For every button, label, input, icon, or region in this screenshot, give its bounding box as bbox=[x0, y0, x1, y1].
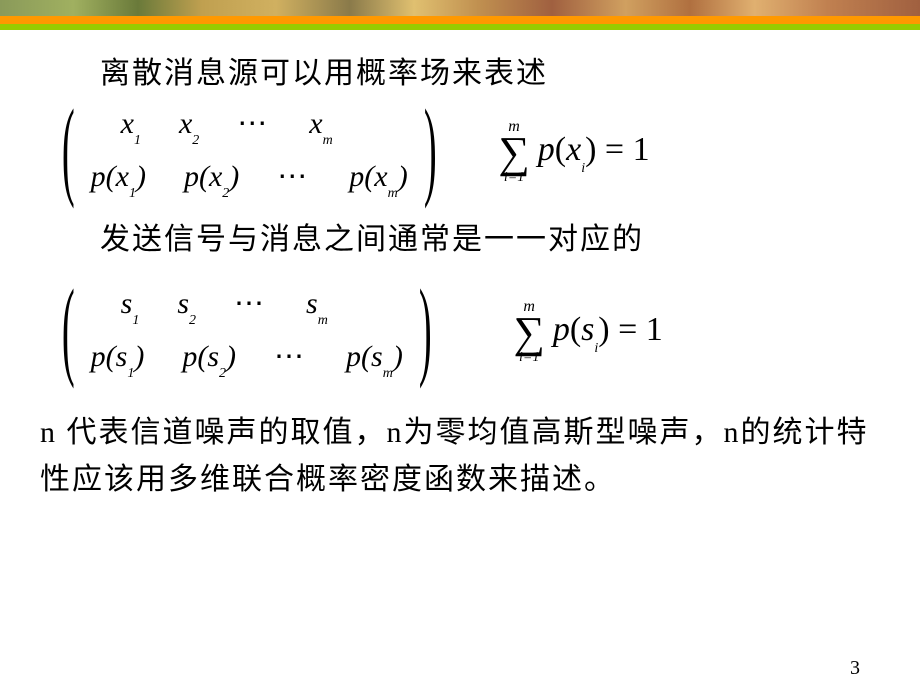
slide-content: 离散消息源可以用概率场来表述 ( x1 x2 ⋯ xm p(x1) p(x2) … bbox=[0, 30, 920, 503]
right-paren: ) bbox=[419, 283, 432, 373]
matrix-top-row: x1 x2 ⋯ xm bbox=[91, 106, 408, 145]
sigma-block: m ∑ i=1 bbox=[498, 119, 529, 184]
sum-expression: p(si) = 1 bbox=[553, 311, 663, 353]
sum-expression: p(xi) = 1 bbox=[538, 131, 650, 173]
formula-row-1: ( x1 x2 ⋯ xm p(x1) p(x2) ⋯ p(xm) ) m bbox=[40, 100, 880, 204]
formula-row-2: ( s1 s2 ⋯ sm p(s1) p(s2) ⋯ p(sm) ) m bbox=[40, 280, 880, 384]
left-paren: ( bbox=[62, 103, 75, 193]
left-paren: ( bbox=[62, 283, 75, 373]
matrix-top-row: s1 s2 ⋯ sm bbox=[91, 286, 403, 325]
text-line-2: 发送信号与消息之间通常是一一对应的 bbox=[100, 214, 880, 258]
paragraph-noise: n 代表信道噪声的取值，n为零均值高斯型噪声，n的统计特性应该用多维联合概率密度… bbox=[40, 410, 880, 503]
matrix-bottom-row: p(s1) p(s2) ⋯ p(sm) bbox=[91, 339, 403, 378]
sum-equation-1: m ∑ i=1 p(xi) = 1 bbox=[498, 119, 649, 184]
sigma-symbol: ∑ bbox=[513, 315, 544, 350]
sum-equation-2: m ∑ i=1 p(si) = 1 bbox=[513, 299, 662, 364]
right-paren: ) bbox=[424, 103, 437, 193]
matrix-body: x1 x2 ⋯ xm p(x1) p(x2) ⋯ p(xm) bbox=[87, 100, 412, 204]
sigma-block: m ∑ i=1 bbox=[513, 299, 544, 364]
prob-matrix-s: ( s1 s2 ⋯ sm p(s1) p(s2) ⋯ p(sm) ) bbox=[50, 280, 443, 384]
page-number: 3 bbox=[850, 657, 860, 680]
matrix-bottom-row: p(x1) p(x2) ⋯ p(xm) bbox=[91, 159, 408, 198]
header-orange-bar bbox=[0, 16, 920, 24]
prob-matrix-x: ( x1 x2 ⋯ xm p(x1) p(x2) ⋯ p(xm) ) bbox=[50, 100, 448, 204]
header-photo-strip bbox=[0, 0, 920, 16]
matrix-body: s1 s2 ⋯ sm p(s1) p(s2) ⋯ p(sm) bbox=[87, 280, 407, 384]
sigma-symbol: ∑ bbox=[498, 135, 529, 170]
text-line-1: 离散消息源可以用概率场来表述 bbox=[100, 48, 880, 92]
